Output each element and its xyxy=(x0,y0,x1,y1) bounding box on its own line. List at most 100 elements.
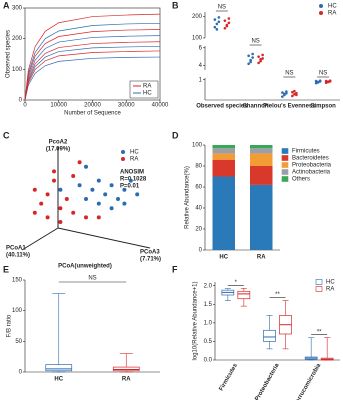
axis xyxy=(21,227,59,251)
legend-label: RA xyxy=(328,11,336,17)
bar-segment xyxy=(250,166,273,185)
legend-label: Firmicutes xyxy=(292,149,320,155)
y-tick-label: 2.0 xyxy=(204,283,213,289)
point xyxy=(71,174,76,178)
curve xyxy=(24,35,161,101)
point xyxy=(217,20,221,24)
point xyxy=(215,28,219,31)
x-tick-label: Shannon xyxy=(243,104,269,110)
point xyxy=(58,220,63,224)
bar-segment xyxy=(212,159,235,177)
curve xyxy=(24,22,161,101)
legend-label: RA xyxy=(143,84,151,90)
box xyxy=(45,364,73,372)
point xyxy=(285,90,288,93)
bar-segment xyxy=(212,176,235,250)
point xyxy=(215,22,219,26)
x-tick-label: 0 xyxy=(23,103,27,109)
annotation: NS xyxy=(88,276,96,282)
legend-label: HC xyxy=(326,280,335,286)
point xyxy=(84,164,88,169)
axis-name: PCoA3 xyxy=(140,250,160,256)
axis-name: PCoA1 xyxy=(6,246,26,252)
y-axis-label: Observed species xyxy=(6,30,12,78)
point xyxy=(328,79,332,83)
x-tick-label: 40000 xyxy=(152,103,169,109)
annotation: NS xyxy=(218,5,226,11)
x-tick-label: 10000 xyxy=(50,103,67,109)
point xyxy=(223,26,227,30)
point xyxy=(39,201,44,206)
legend-label: RA xyxy=(326,287,334,293)
x-tick-label: 20000 xyxy=(84,103,101,109)
bar-segment xyxy=(250,148,273,154)
y-tick-label: 80 xyxy=(195,164,202,170)
annotation: NS xyxy=(285,71,293,77)
bar-segment xyxy=(250,145,273,149)
y-tick-label: 4 xyxy=(199,63,203,69)
y-tick-label: 100 xyxy=(192,36,203,42)
stat-text: ANOSIM xyxy=(120,170,144,176)
point xyxy=(116,197,120,201)
point xyxy=(314,81,318,85)
legend-swatch xyxy=(121,157,125,161)
y-tick-label: 0 xyxy=(19,370,23,376)
legend-swatch xyxy=(319,4,323,8)
point xyxy=(213,18,217,21)
point xyxy=(283,92,286,96)
y-tick-label: 1.5 xyxy=(204,302,213,308)
point xyxy=(227,17,231,20)
point xyxy=(96,201,101,206)
x-axis-label: Number of Sequence xyxy=(64,111,121,117)
legend-swatch xyxy=(281,162,289,168)
legend-label: Actinobacteria xyxy=(292,170,331,176)
point xyxy=(314,79,318,83)
point xyxy=(52,169,56,174)
point xyxy=(84,215,88,220)
bar-segment xyxy=(212,145,235,149)
point xyxy=(261,53,264,57)
y-tick-label: 1.0 xyxy=(204,320,213,326)
point xyxy=(58,187,63,192)
bar-segment xyxy=(212,153,235,160)
point xyxy=(249,60,252,64)
axis-name: (40.11%) xyxy=(6,253,30,259)
y-tick-label: 100 xyxy=(12,308,23,314)
y-tick-label: 20 xyxy=(195,227,202,233)
legend-label: Bacteroidetes xyxy=(292,156,329,162)
panel-label: F xyxy=(172,264,178,274)
legend-label: HC xyxy=(143,91,152,97)
annotation: ** xyxy=(275,292,280,298)
y-tick-label: 1 xyxy=(199,77,203,83)
x-tick-label: Pielou's Evenness xyxy=(263,104,316,110)
point xyxy=(225,24,229,28)
legend-swatch xyxy=(315,286,323,292)
curve xyxy=(24,41,161,101)
point xyxy=(281,95,284,98)
y-axis-label: F/B ratio xyxy=(7,314,13,337)
box xyxy=(112,366,140,372)
point xyxy=(96,178,101,183)
y-tick-label: 50 xyxy=(15,339,22,345)
curve xyxy=(24,45,161,101)
y-tick-label: 40 xyxy=(195,206,202,212)
y-tick-label: 0.5 xyxy=(204,339,213,345)
point xyxy=(96,215,101,220)
panel-label: C xyxy=(3,130,10,140)
bar-segment xyxy=(250,153,273,166)
x-tick-label: Firmicutes xyxy=(219,362,240,392)
point xyxy=(32,187,37,192)
point xyxy=(45,215,50,220)
legend-label: Proteobacteria xyxy=(292,163,332,169)
y-tick-label: 0 xyxy=(199,248,203,254)
legend-swatch xyxy=(281,148,289,154)
point xyxy=(64,197,69,201)
point xyxy=(71,210,76,215)
point xyxy=(90,187,95,192)
y-tick-label: 300 xyxy=(12,6,23,12)
point xyxy=(291,90,294,94)
point xyxy=(77,183,82,188)
point xyxy=(326,80,330,84)
axis-name: PcoA2 xyxy=(49,140,68,146)
